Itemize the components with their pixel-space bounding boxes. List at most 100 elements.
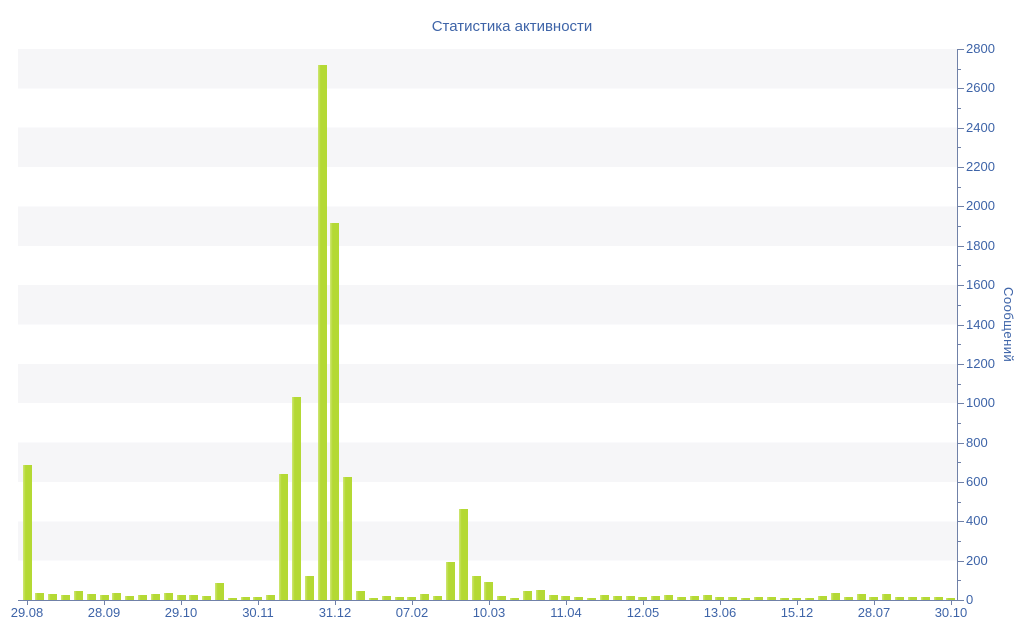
bar: [805, 598, 815, 600]
y-minor-tick: [958, 422, 961, 424]
bar: [343, 477, 353, 600]
bar: [163, 593, 173, 600]
y-tick-label: 2600: [966, 80, 995, 96]
bar: [304, 576, 314, 600]
x-tick: [565, 600, 567, 605]
bar: [753, 596, 763, 600]
y-axis-line: [957, 49, 958, 601]
y-minor-tick: [958, 383, 961, 385]
bar: [830, 592, 840, 600]
y-tick-label: 2000: [966, 198, 995, 214]
bar: [279, 474, 289, 600]
y-major-tick: [958, 442, 964, 444]
y-major-tick: [958, 600, 964, 601]
bar: [458, 509, 468, 600]
bar: [728, 596, 738, 600]
x-tick-label: 30.10: [934, 605, 968, 620]
bar: [869, 596, 879, 600]
bar: [882, 594, 892, 600]
x-tick-label: 31.12: [318, 605, 352, 620]
bar: [484, 582, 494, 600]
bar: [599, 595, 609, 600]
bar: [535, 590, 545, 600]
x-tick-label: 28.09: [87, 605, 121, 620]
bar: [112, 592, 122, 600]
x-tick-label: 29.08: [10, 605, 44, 620]
bar: [779, 598, 789, 600]
y-tick-label: 2400: [966, 119, 995, 135]
bar: [933, 597, 943, 600]
y-axis-title: Сообщений: [1001, 287, 1016, 363]
y-minor-tick: [958, 108, 961, 110]
bar: [394, 596, 404, 600]
y-major-tick: [958, 521, 964, 523]
bar: [587, 598, 597, 600]
bar: [240, 597, 250, 600]
bar: [215, 582, 224, 600]
y-major-tick: [958, 206, 964, 208]
x-tick: [334, 600, 336, 605]
bar: [561, 596, 571, 600]
bar: [741, 597, 751, 600]
y-minor-tick: [958, 462, 961, 464]
y-tick-label: 400: [966, 513, 988, 529]
bar: [356, 591, 366, 600]
bar: [548, 595, 558, 600]
bar: [818, 596, 828, 600]
x-tick-label: 11.04: [550, 605, 582, 620]
x-tick: [642, 600, 644, 605]
bar: [445, 561, 455, 600]
x-tick: [411, 600, 413, 605]
y-major-tick: [958, 127, 964, 129]
y-tick-label: 1000: [966, 395, 995, 411]
bar: [189, 595, 199, 600]
y-major-tick: [958, 481, 964, 483]
bar: [510, 597, 520, 600]
y-major-tick: [958, 324, 964, 326]
y-major-tick: [958, 88, 964, 90]
bar: [471, 575, 481, 600]
bar: [946, 598, 956, 600]
y-tick-label: 2800: [966, 41, 995, 56]
bar: [522, 590, 532, 600]
x-tick: [257, 600, 259, 605]
bar: [381, 596, 391, 600]
y-tick-label: 1200: [966, 355, 995, 371]
chart-title: Статистика активности: [431, 18, 593, 35]
x-tick-label: 13.06: [703, 605, 737, 620]
bar: [497, 595, 507, 600]
bar: [843, 596, 853, 600]
bar: [715, 597, 725, 600]
bar: [317, 64, 327, 600]
x-tick: [488, 600, 490, 605]
bar: [676, 597, 686, 600]
bar: [176, 595, 186, 600]
plot-area: [18, 49, 958, 600]
x-tick: [719, 600, 721, 605]
y-tick-label: 1800: [966, 237, 995, 253]
bar: [35, 593, 45, 600]
y-major-tick: [958, 167, 964, 169]
x-tick: [873, 600, 875, 605]
x-tick: [950, 600, 952, 605]
y-minor-tick: [958, 147, 961, 149]
bar: [291, 397, 301, 600]
bar: [150, 594, 160, 600]
bar: [138, 595, 147, 600]
bar: [227, 598, 237, 600]
y-major-tick: [958, 245, 964, 247]
x-axis-line: [18, 600, 958, 601]
y-minor-tick: [958, 186, 961, 188]
y-minor-tick: [958, 501, 961, 503]
bar: [368, 597, 378, 600]
bar: [202, 596, 212, 600]
bar: [99, 594, 109, 600]
bar: [907, 597, 917, 600]
y-tick-label: 1400: [966, 316, 995, 332]
y-minor-tick: [958, 68, 961, 70]
y-tick-label: 1600: [966, 277, 995, 293]
x-tick-label: 30.11: [242, 605, 274, 620]
x-tick-label: 10.03: [472, 605, 506, 620]
bar: [330, 223, 340, 600]
